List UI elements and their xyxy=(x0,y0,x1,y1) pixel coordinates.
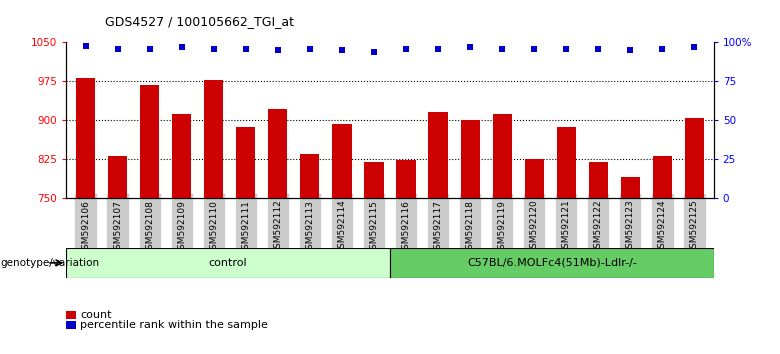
Point xyxy=(432,46,445,52)
Bar xyxy=(492,114,512,198)
Bar xyxy=(140,85,159,198)
Bar xyxy=(653,156,672,198)
Text: count: count xyxy=(80,310,112,320)
Point xyxy=(303,46,316,52)
Text: GDS4527 / 100105662_TGI_at: GDS4527 / 100105662_TGI_at xyxy=(105,15,294,28)
Bar xyxy=(66,248,390,278)
Bar xyxy=(300,154,320,198)
Point xyxy=(496,46,509,52)
Bar xyxy=(204,80,223,198)
Point xyxy=(271,47,284,53)
Bar xyxy=(525,159,544,198)
Bar xyxy=(332,124,352,198)
Point xyxy=(207,46,220,52)
Bar xyxy=(396,160,416,198)
Point xyxy=(528,46,541,52)
Point xyxy=(592,46,604,52)
Bar xyxy=(390,248,714,278)
Bar xyxy=(236,127,255,198)
Point xyxy=(464,44,477,50)
Bar xyxy=(621,177,640,198)
Point xyxy=(560,46,573,52)
Bar xyxy=(364,162,384,198)
Point xyxy=(144,46,156,52)
Point xyxy=(112,46,124,52)
Point xyxy=(656,46,668,52)
Bar xyxy=(557,127,576,198)
Text: C57BL/6.MOLFc4(51Mb)-Ldlr-/-: C57BL/6.MOLFc4(51Mb)-Ldlr-/- xyxy=(467,258,636,268)
Point xyxy=(367,49,380,55)
Bar xyxy=(589,162,608,198)
Point xyxy=(239,46,252,52)
Bar xyxy=(76,78,95,198)
Point xyxy=(176,44,188,50)
Bar xyxy=(108,156,127,198)
Text: control: control xyxy=(209,258,247,268)
Bar xyxy=(685,118,704,198)
Point xyxy=(624,47,636,53)
Text: percentile rank within the sample: percentile rank within the sample xyxy=(80,320,268,330)
Point xyxy=(80,43,92,48)
Bar xyxy=(460,120,480,198)
Bar xyxy=(268,109,288,198)
Text: genotype/variation: genotype/variation xyxy=(0,258,99,268)
Point xyxy=(335,47,348,53)
Bar xyxy=(172,114,191,198)
Point xyxy=(400,46,413,52)
Point xyxy=(688,44,700,50)
Bar xyxy=(428,112,448,198)
